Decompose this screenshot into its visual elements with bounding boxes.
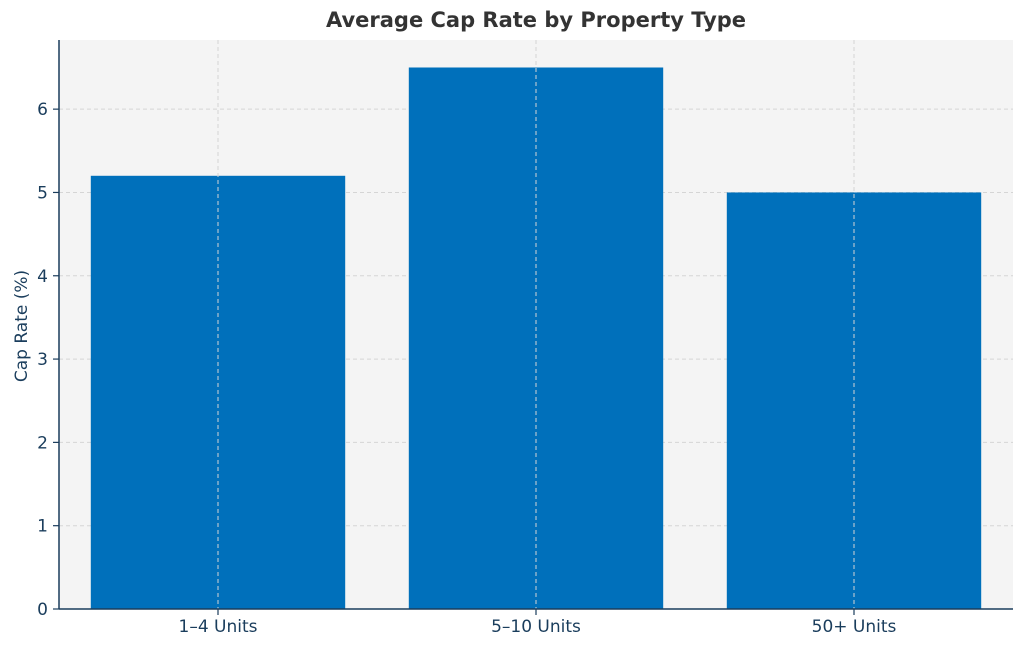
y-axis-label: Cap Rate (%): [12, 270, 32, 382]
x-tick-label: 5–10 Units: [491, 617, 581, 637]
y-tick-label: 1: [37, 517, 48, 537]
y-tick-label: 2: [37, 433, 48, 453]
y-tick-labels: 0 1 2 3 4 5 6: [37, 100, 48, 620]
y-tick-label: 0: [37, 600, 48, 620]
x-tick-label: 50+ Units: [812, 617, 897, 637]
x-tick-labels: 1–4 Units 5–10 Units 50+ Units: [179, 617, 897, 637]
y-tick-label: 6: [37, 100, 48, 120]
y-tick-label: 4: [37, 267, 48, 287]
vertical-grid-lines: [217, 40, 855, 609]
x-tick-label: 1–4 Units: [179, 617, 258, 637]
y-tick-label: 5: [37, 183, 48, 203]
chart-title: Average Cap Rate by Property Type: [325, 8, 747, 32]
y-tick-label: 3: [37, 350, 48, 370]
axes: [53, 40, 1013, 615]
